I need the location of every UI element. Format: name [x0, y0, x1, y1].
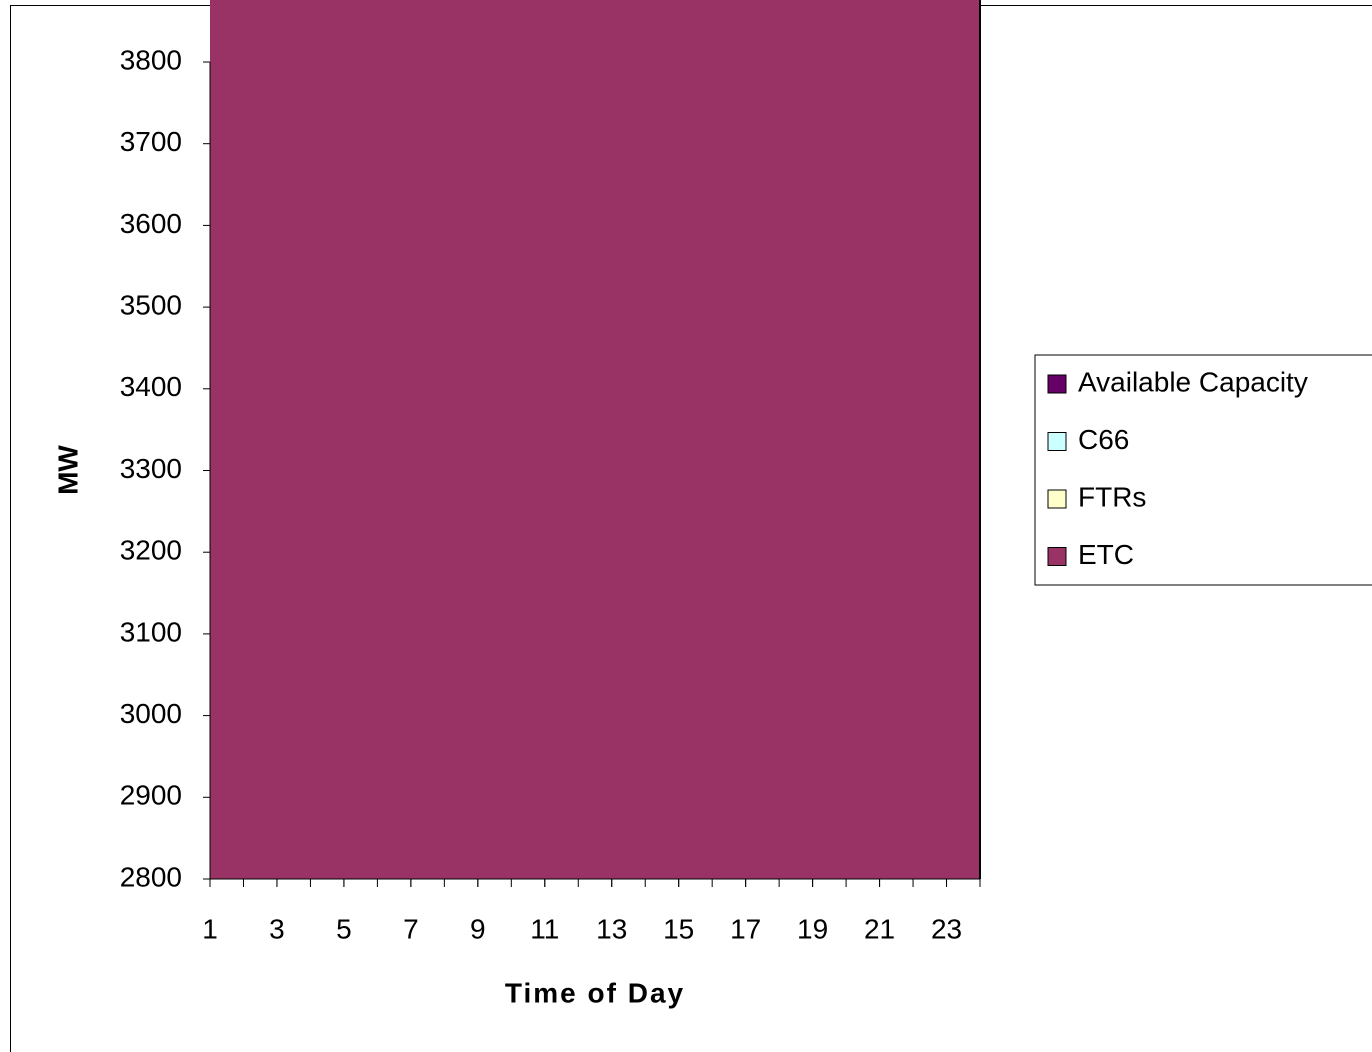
area-fill [210, 0, 980, 879]
x-tick-label: 23 [931, 913, 962, 944]
legend-box [1034, 354, 1372, 586]
legend-label: ETC [1078, 539, 1134, 570]
x-tick-label: 19 [797, 913, 828, 944]
y-tick-label: 3500 [120, 289, 182, 320]
x-axis-title: Time of Day [505, 977, 685, 1008]
legend-label: FTRs [1078, 481, 1146, 512]
legend-swatch [1047, 547, 1067, 566]
y-tick-label: 3800 [120, 44, 182, 75]
y-tick-label: 3600 [120, 208, 182, 239]
y-tick-label: 2800 [120, 861, 182, 892]
y-tick-label: 3000 [120, 698, 182, 729]
x-tick-label: 9 [470, 913, 486, 944]
y-tick-label: 3700 [120, 126, 182, 157]
legend-swatch [1047, 489, 1067, 509]
y-tick-label: 2900 [120, 780, 182, 811]
x-tick-label: 11 [530, 913, 559, 944]
legend-label: Available Capacity [1078, 366, 1308, 397]
y-tick-label: 3400 [120, 371, 182, 402]
x-tick-label: 1 [202, 913, 218, 944]
x-tick-label: 5 [336, 913, 352, 944]
x-tick-label: 7 [403, 913, 419, 944]
y-tick-label: 3200 [120, 535, 182, 566]
y-tick-label: 3300 [120, 453, 182, 484]
x-tick-label: 15 [663, 913, 694, 944]
y-axis-title: MW [52, 445, 83, 495]
x-tick-label: 21 [864, 913, 895, 944]
legend-label: C66 [1078, 424, 1129, 455]
x-tick-label: 17 [730, 913, 761, 944]
x-tick-label: 13 [596, 913, 627, 944]
y-tick-label: 3100 [120, 616, 182, 647]
legend-swatch [1047, 374, 1067, 394]
x-tick-label: 3 [269, 913, 285, 944]
legend-swatch [1047, 432, 1067, 451]
